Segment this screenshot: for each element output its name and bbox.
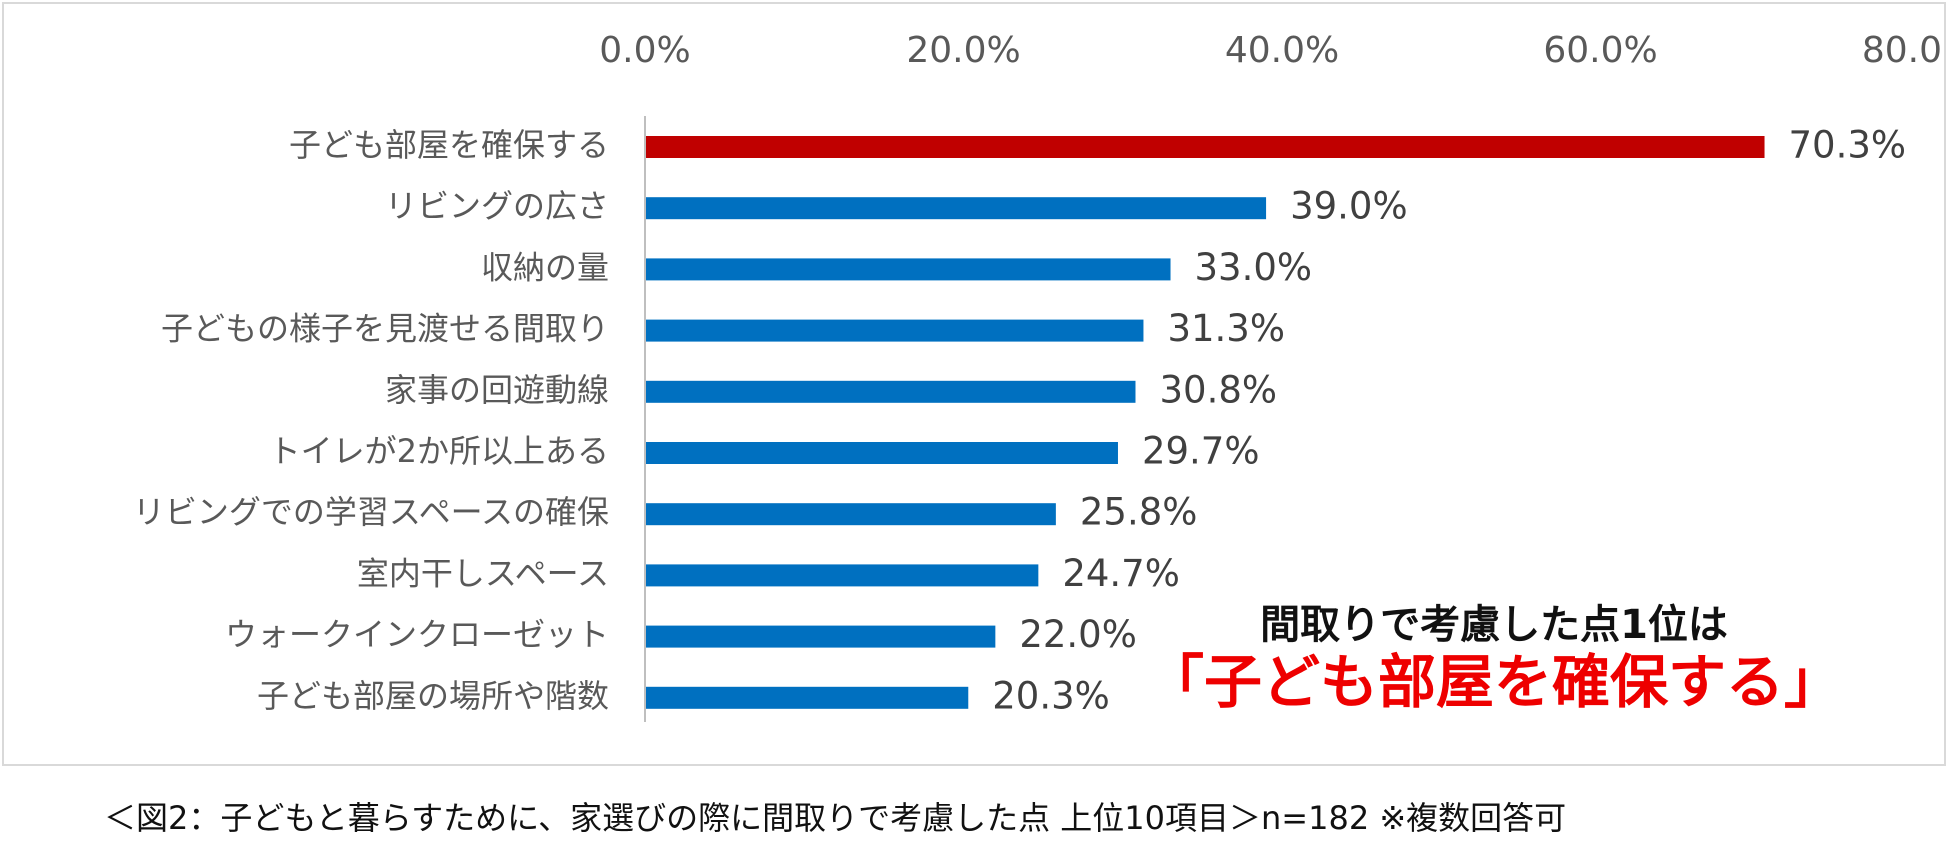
x-tick-label: 40.0% (1225, 30, 1339, 71)
category-label: 室内干しスペース (357, 554, 609, 592)
value-label: 25.8% (1080, 491, 1198, 534)
bar (646, 136, 1765, 158)
value-labels: 70.3% 39.0% 33.0% 31.3% 30.8% 29.7% 25.8% 24.7%… (992, 124, 1906, 718)
bar-chart: 0.0% 20.0% 40.0% 60.0% 80.0% 子ども部屋を確保するリビングの… (133, 30, 1944, 722)
category-label: リビングの広さ (385, 187, 609, 225)
x-tick-label: 0.0% (599, 30, 690, 71)
category-label: 子どもの様子を見渡せる間取り (161, 310, 609, 348)
category-label: 収納の量 (481, 248, 609, 286)
value-label: 39.0% (1290, 185, 1408, 228)
category-label: トイレが2か所以上ある (269, 432, 609, 470)
annotation-line-2: 「子ども部屋を確保する」 (1145, 648, 1842, 716)
value-label: 24.7% (1062, 552, 1180, 595)
value-label: 20.3% (992, 674, 1110, 717)
bar (646, 564, 1039, 587)
value-label: 33.0% (1195, 246, 1313, 289)
bar (646, 625, 996, 648)
value-label: 30.8% (1159, 368, 1277, 411)
bar (646, 442, 1118, 464)
value-label: 70.3% (1789, 124, 1907, 167)
bars (646, 136, 1765, 709)
bar (646, 319, 1144, 342)
x-tick-label: 20.0% (906, 30, 1020, 71)
value-label: 31.3% (1167, 307, 1285, 350)
bar (646, 197, 1267, 220)
value-label: 22.0% (1019, 613, 1137, 656)
x-axis-ticks: 0.0% 20.0% 40.0% 60.0% 80.0% (599, 30, 1944, 71)
category-label: 家事の回遊動線 (385, 371, 609, 409)
category-label: リビングでの学習スペースの確保 (133, 493, 609, 531)
figure-caption: ＜図2：子どもと暮らすために、家選びの際に間取りで考慮した点 上位10項目＞n=… (104, 799, 1567, 837)
category-label: ウォークインクローゼット (225, 616, 609, 654)
category-label: 子ども部屋を確保する (289, 126, 609, 164)
bar (646, 686, 969, 709)
annotation-line-1: 間取りで考慮した点1位は (1260, 602, 1728, 648)
category-labels: 子ども部屋を確保するリビングの広さ収納の量子どもの様子を見渡せる間取り家事の回遊… (133, 126, 609, 715)
value-label: 29.7% (1142, 430, 1260, 473)
highlight-annotation: 間取りで考慮した点1位は 「子ども部屋を確保する」 (1114, 602, 1874, 718)
category-label: 子ども部屋の場所や階数 (257, 677, 609, 715)
x-tick-label: 80.0% (1862, 30, 1944, 71)
bar (646, 503, 1056, 526)
chart-frame: 0.0% 20.0% 40.0% 60.0% 80.0% 子ども部屋を確保するリビングの… (2, 2, 1946, 766)
bar (646, 258, 1171, 281)
bar (646, 380, 1136, 403)
x-tick-label: 60.0% (1543, 30, 1657, 71)
